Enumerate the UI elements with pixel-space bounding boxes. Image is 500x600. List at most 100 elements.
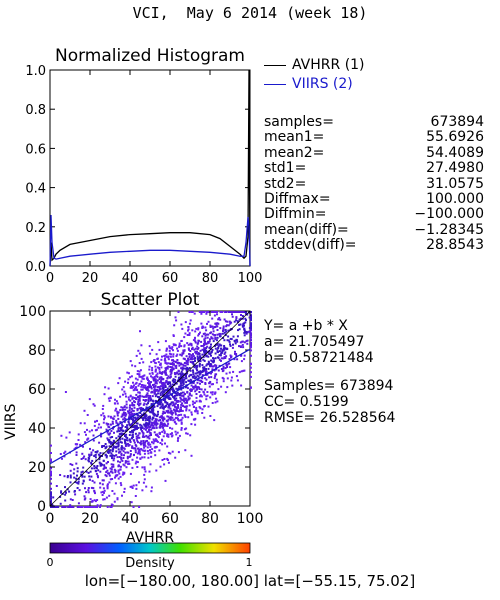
scatter-point — [184, 449, 187, 452]
scatter-point — [183, 397, 186, 400]
scatter-point — [161, 392, 164, 395]
scatter-point — [222, 380, 225, 383]
scatter-point — [92, 403, 95, 406]
scatter-point — [119, 461, 122, 464]
scatter-point — [225, 355, 228, 358]
scatter-point — [69, 474, 72, 477]
scatter-point — [173, 403, 175, 406]
scatter-point — [128, 462, 131, 465]
scatter-point — [172, 389, 175, 392]
scatter-point — [183, 344, 186, 347]
scatter-point — [188, 375, 191, 378]
scatter-point — [136, 452, 139, 455]
scatter-point — [147, 394, 150, 397]
scatter-point — [177, 406, 180, 409]
scatter-point — [220, 359, 222, 362]
scatter-point — [118, 377, 121, 380]
scatter-point — [124, 460, 127, 463]
scatter-point — [117, 429, 120, 432]
scatter-point — [129, 454, 132, 457]
scatter-point — [171, 383, 174, 386]
scatter-point — [177, 414, 180, 417]
scatter-point — [129, 376, 132, 379]
scatter-point — [131, 487, 134, 489]
scatter-point — [166, 433, 169, 436]
scatter-point — [194, 410, 197, 413]
scatter-point — [197, 358, 199, 361]
scatter-point — [215, 323, 218, 326]
scatter-point — [168, 411, 171, 414]
scatter-point — [236, 379, 239, 382]
scatter-point — [136, 436, 139, 439]
legend-line-viirs — [264, 83, 286, 85]
scatter-point — [201, 377, 204, 380]
scatter-point — [122, 418, 125, 421]
scatter-point — [111, 442, 114, 445]
scatter-point — [180, 428, 183, 431]
scatter-point — [99, 486, 102, 489]
scatter-point — [160, 391, 163, 394]
scatter-point — [88, 453, 91, 456]
scatter-point — [188, 322, 191, 325]
scatter-point — [241, 315, 244, 317]
scatter-point — [199, 370, 202, 373]
scatter-point — [157, 410, 159, 413]
scatter-point — [98, 455, 101, 458]
scatter-point — [144, 409, 147, 412]
scatter-point — [119, 395, 122, 398]
scatter-point — [60, 490, 63, 493]
scatter-point — [91, 459, 94, 462]
scatter-point — [76, 467, 79, 470]
scatter-point — [134, 449, 137, 452]
scatter-point — [175, 364, 178, 367]
scatter-point — [141, 466, 144, 469]
scatter-point — [139, 402, 142, 405]
scatter-point — [72, 506, 75, 508]
stats-row: stddev(diff)= 28.8543 — [264, 237, 484, 253]
scatter-point — [122, 413, 125, 416]
scatter-point — [154, 420, 157, 423]
scatter-point — [207, 361, 210, 364]
scatter-point — [115, 454, 118, 457]
scatter-point — [215, 339, 218, 342]
scatter-point — [165, 355, 168, 358]
scatter-point — [66, 476, 69, 479]
scatter-point — [220, 311, 223, 313]
scatter-point — [141, 384, 144, 386]
scatter-point — [101, 445, 104, 447]
scatter-point — [144, 384, 147, 387]
scatter-point — [155, 422, 158, 425]
scatter-point — [191, 329, 194, 332]
scatter-point — [118, 451, 120, 454]
scatter-point — [117, 477, 120, 480]
scatter-point — [174, 344, 177, 347]
scatter-point — [114, 409, 117, 412]
scatter-point — [223, 331, 226, 334]
scatter-point — [123, 464, 126, 467]
scatter-point — [226, 339, 229, 342]
scatter-point — [240, 370, 243, 373]
scatter-point — [132, 413, 135, 416]
scatter-point — [243, 358, 246, 361]
scatter-point — [101, 490, 104, 493]
scatter-point — [171, 427, 174, 430]
scatter-point — [173, 363, 175, 366]
scatter-point — [195, 400, 198, 403]
scatter-point — [244, 321, 247, 324]
one-to-one-line — [49, 310, 251, 507]
scatter-point — [137, 441, 139, 444]
scatter-point — [165, 348, 168, 351]
scatter-point — [164, 394, 167, 397]
scatter-point — [143, 446, 146, 449]
scatter-point — [161, 416, 164, 419]
scatter-point — [93, 404, 96, 407]
scatter-point — [250, 336, 252, 339]
stat-label: samples= — [264, 114, 334, 130]
scatter-point — [61, 457, 63, 460]
scatter-point — [172, 360, 175, 363]
scatter-point — [208, 385, 211, 388]
scatter-point — [220, 385, 223, 388]
scatter-point — [174, 411, 177, 414]
scatter-point — [169, 433, 172, 436]
scatter-point — [209, 365, 212, 368]
